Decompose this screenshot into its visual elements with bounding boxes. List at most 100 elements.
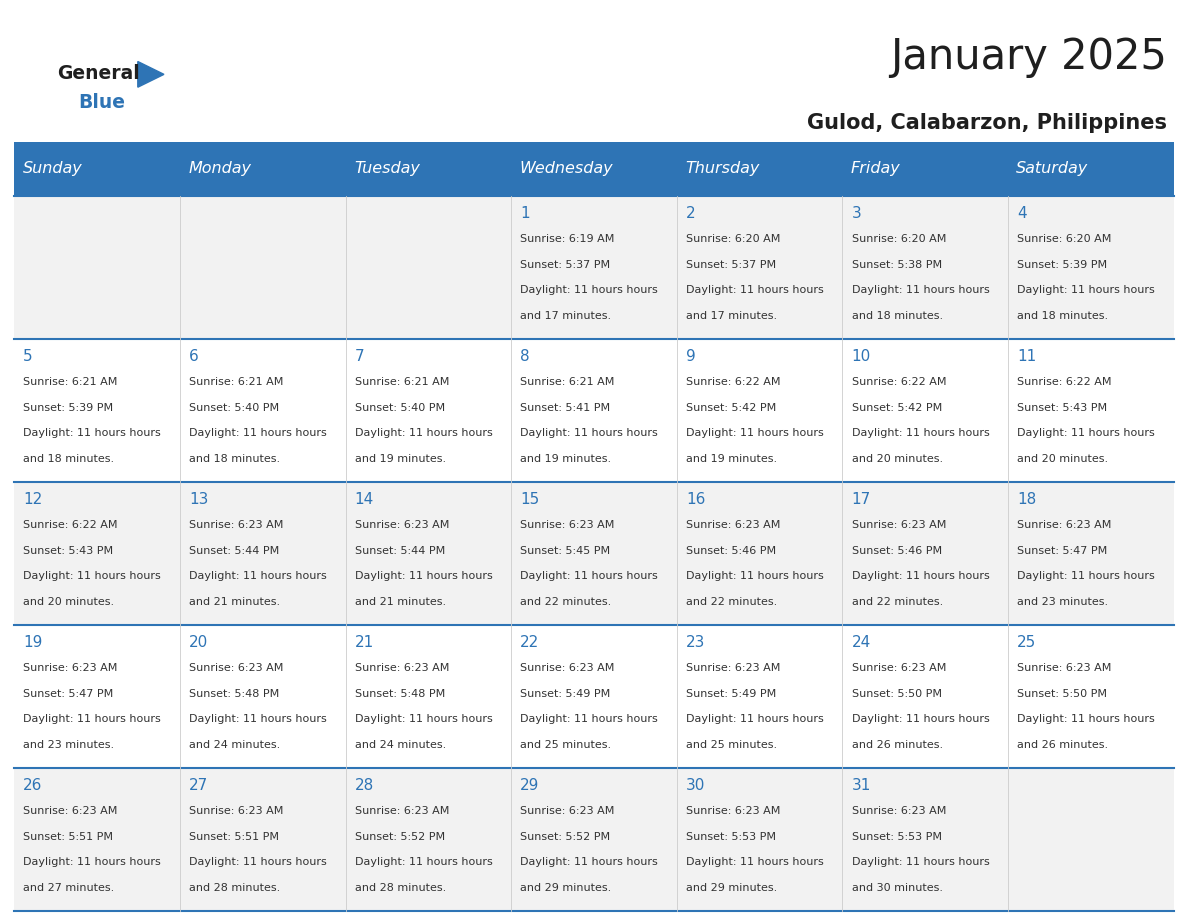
Text: Sunrise: 6:23 AM: Sunrise: 6:23 AM <box>355 806 449 816</box>
Text: Sunset: 5:48 PM: Sunset: 5:48 PM <box>355 688 444 699</box>
Text: and 22 minutes.: and 22 minutes. <box>852 597 943 607</box>
Text: Daylight: 11 hours hours: Daylight: 11 hours hours <box>24 714 162 724</box>
Text: Sunrise: 6:23 AM: Sunrise: 6:23 AM <box>355 521 449 531</box>
Text: and 18 minutes.: and 18 minutes. <box>852 310 943 320</box>
Text: and 17 minutes.: and 17 minutes. <box>685 310 777 320</box>
Text: Sunset: 5:39 PM: Sunset: 5:39 PM <box>1017 260 1107 270</box>
Text: Sunrise: 6:23 AM: Sunrise: 6:23 AM <box>520 806 614 816</box>
Text: and 18 minutes.: and 18 minutes. <box>189 453 280 464</box>
Text: Daylight: 11 hours hours: Daylight: 11 hours hours <box>24 857 162 868</box>
Text: Sunrise: 6:23 AM: Sunrise: 6:23 AM <box>24 663 118 673</box>
Text: and 28 minutes.: and 28 minutes. <box>355 882 446 892</box>
Text: 1: 1 <box>520 206 530 220</box>
Text: Blue: Blue <box>78 93 126 112</box>
Text: and 18 minutes.: and 18 minutes. <box>24 453 114 464</box>
Text: Daylight: 11 hours hours: Daylight: 11 hours hours <box>685 571 823 581</box>
Text: Daylight: 11 hours hours: Daylight: 11 hours hours <box>355 428 492 438</box>
Text: Daylight: 11 hours hours: Daylight: 11 hours hours <box>685 857 823 868</box>
Text: and 19 minutes.: and 19 minutes. <box>355 453 446 464</box>
Text: 12: 12 <box>24 492 43 507</box>
Text: 17: 17 <box>852 492 871 507</box>
Text: Daylight: 11 hours hours: Daylight: 11 hours hours <box>685 428 823 438</box>
Text: 10: 10 <box>852 349 871 364</box>
Text: and 19 minutes.: and 19 minutes. <box>520 453 612 464</box>
Text: Sunset: 5:48 PM: Sunset: 5:48 PM <box>189 688 279 699</box>
Text: Sunset: 5:39 PM: Sunset: 5:39 PM <box>24 403 114 412</box>
Text: Sunrise: 6:23 AM: Sunrise: 6:23 AM <box>1017 521 1112 531</box>
Text: Sunrise: 6:22 AM: Sunrise: 6:22 AM <box>1017 377 1112 387</box>
Text: 20: 20 <box>189 634 208 650</box>
Text: Sunrise: 6:23 AM: Sunrise: 6:23 AM <box>685 806 781 816</box>
Text: Sunset: 5:43 PM: Sunset: 5:43 PM <box>24 545 114 555</box>
Bar <box>14 482 1174 624</box>
Text: Sunset: 5:49 PM: Sunset: 5:49 PM <box>520 688 611 699</box>
Text: Sunset: 5:37 PM: Sunset: 5:37 PM <box>685 260 776 270</box>
Text: Sunset: 5:51 PM: Sunset: 5:51 PM <box>24 832 113 842</box>
Text: Sunset: 5:53 PM: Sunset: 5:53 PM <box>852 832 942 842</box>
Text: Daylight: 11 hours hours: Daylight: 11 hours hours <box>355 857 492 868</box>
Text: Daylight: 11 hours hours: Daylight: 11 hours hours <box>685 714 823 724</box>
Text: Sunset: 5:50 PM: Sunset: 5:50 PM <box>1017 688 1107 699</box>
Text: Sunset: 5:49 PM: Sunset: 5:49 PM <box>685 688 776 699</box>
Bar <box>14 624 1174 767</box>
Text: Sunset: 5:47 PM: Sunset: 5:47 PM <box>24 688 114 699</box>
Text: and 29 minutes.: and 29 minutes. <box>685 882 777 892</box>
Text: Thursday: Thursday <box>685 162 759 176</box>
Text: 5: 5 <box>24 349 33 364</box>
Text: and 20 minutes.: and 20 minutes. <box>852 453 943 464</box>
Text: 15: 15 <box>520 492 539 507</box>
Text: Sunrise: 6:20 AM: Sunrise: 6:20 AM <box>1017 234 1112 244</box>
Text: Tuesday: Tuesday <box>354 162 419 176</box>
Text: and 20 minutes.: and 20 minutes. <box>1017 453 1108 464</box>
Text: 28: 28 <box>355 778 374 792</box>
Text: Sunday: Sunday <box>23 162 82 176</box>
Text: and 25 minutes.: and 25 minutes. <box>520 740 612 750</box>
Text: Sunrise: 6:21 AM: Sunrise: 6:21 AM <box>24 377 118 387</box>
Text: Sunrise: 6:21 AM: Sunrise: 6:21 AM <box>520 377 614 387</box>
Text: and 28 minutes.: and 28 minutes. <box>189 882 280 892</box>
Text: 30: 30 <box>685 778 706 792</box>
Text: Sunset: 5:51 PM: Sunset: 5:51 PM <box>189 832 279 842</box>
Text: and 24 minutes.: and 24 minutes. <box>189 740 280 750</box>
Text: Daylight: 11 hours hours: Daylight: 11 hours hours <box>24 571 162 581</box>
Text: 16: 16 <box>685 492 706 507</box>
Text: Daylight: 11 hours hours: Daylight: 11 hours hours <box>520 428 658 438</box>
Text: 25: 25 <box>1017 634 1036 650</box>
Text: Daylight: 11 hours hours: Daylight: 11 hours hours <box>24 428 162 438</box>
Text: Daylight: 11 hours hours: Daylight: 11 hours hours <box>852 285 990 295</box>
Text: Saturday: Saturday <box>1017 162 1088 176</box>
Text: 18: 18 <box>1017 492 1036 507</box>
Text: and 18 minutes.: and 18 minutes. <box>1017 310 1108 320</box>
Text: Daylight: 11 hours hours: Daylight: 11 hours hours <box>355 714 492 724</box>
Text: and 30 minutes.: and 30 minutes. <box>852 882 942 892</box>
Text: Daylight: 11 hours hours: Daylight: 11 hours hours <box>1017 714 1155 724</box>
Text: Sunset: 5:44 PM: Sunset: 5:44 PM <box>355 545 444 555</box>
Text: 14: 14 <box>355 492 374 507</box>
Text: Daylight: 11 hours hours: Daylight: 11 hours hours <box>1017 571 1155 581</box>
Text: Sunrise: 6:23 AM: Sunrise: 6:23 AM <box>852 806 946 816</box>
Text: Monday: Monday <box>188 162 251 176</box>
Text: Sunrise: 6:23 AM: Sunrise: 6:23 AM <box>189 663 284 673</box>
Text: 24: 24 <box>852 634 871 650</box>
Text: and 20 minutes.: and 20 minutes. <box>24 597 114 607</box>
Text: Sunset: 5:52 PM: Sunset: 5:52 PM <box>520 832 611 842</box>
Text: and 27 minutes.: and 27 minutes. <box>24 882 114 892</box>
Text: Sunset: 5:46 PM: Sunset: 5:46 PM <box>852 545 942 555</box>
Text: Sunrise: 6:21 AM: Sunrise: 6:21 AM <box>355 377 449 387</box>
Text: Daylight: 11 hours hours: Daylight: 11 hours hours <box>685 285 823 295</box>
Text: 11: 11 <box>1017 349 1036 364</box>
Text: Sunrise: 6:23 AM: Sunrise: 6:23 AM <box>1017 663 1112 673</box>
Polygon shape <box>138 62 164 87</box>
Text: Sunrise: 6:22 AM: Sunrise: 6:22 AM <box>685 377 781 387</box>
Text: Sunrise: 6:22 AM: Sunrise: 6:22 AM <box>24 521 118 531</box>
Text: Wednesday: Wednesday <box>519 162 613 176</box>
Text: and 25 minutes.: and 25 minutes. <box>685 740 777 750</box>
Text: 27: 27 <box>189 778 208 792</box>
Text: Sunrise: 6:23 AM: Sunrise: 6:23 AM <box>520 521 614 531</box>
Text: Sunrise: 6:23 AM: Sunrise: 6:23 AM <box>189 806 284 816</box>
Text: Sunset: 5:38 PM: Sunset: 5:38 PM <box>852 260 942 270</box>
Text: Sunset: 5:47 PM: Sunset: 5:47 PM <box>1017 545 1107 555</box>
Text: January 2025: January 2025 <box>890 36 1167 78</box>
Bar <box>14 142 1174 196</box>
Text: Sunrise: 6:23 AM: Sunrise: 6:23 AM <box>852 521 946 531</box>
